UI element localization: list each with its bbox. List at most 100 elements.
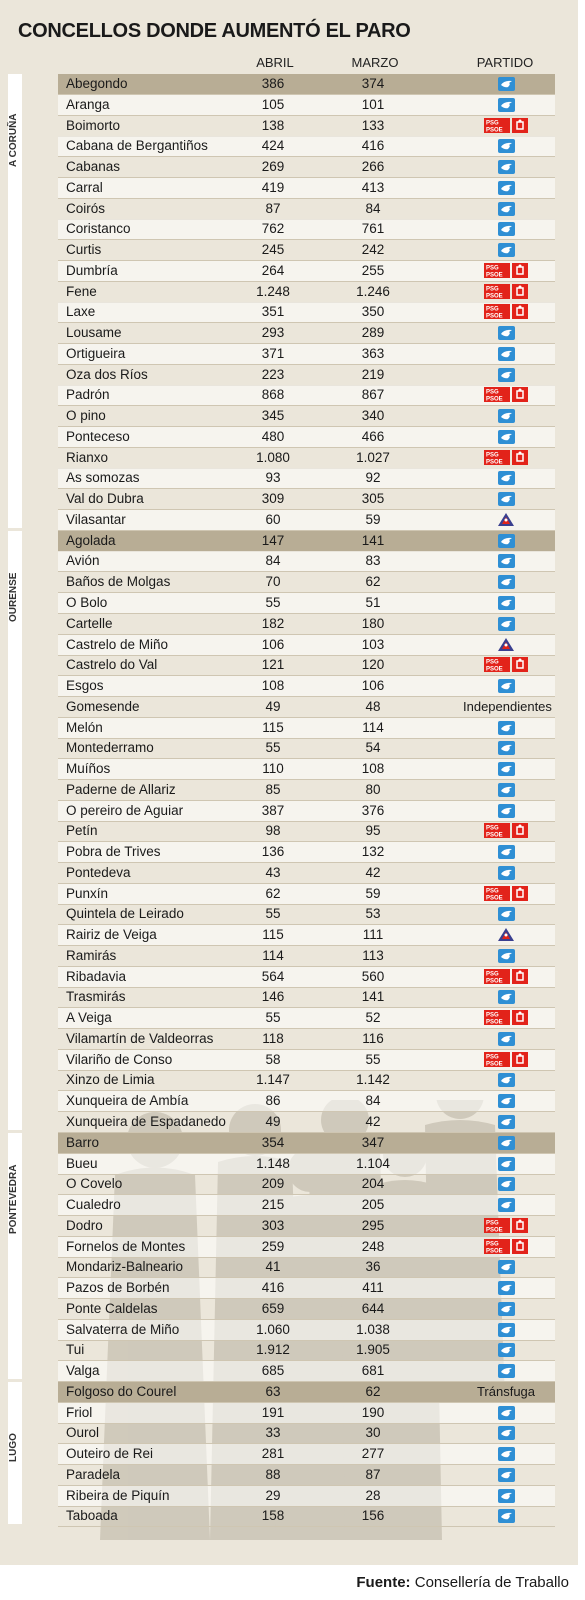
pp-logo-icon — [497, 471, 515, 486]
marzo-value: 761 — [361, 221, 385, 237]
municipality-name: Pobra de Trives — [66, 844, 161, 860]
municipality-name: Carral — [66, 179, 103, 195]
abril-value: 259 — [261, 1238, 285, 1254]
source-note: Fuente: Consellería de Traballo — [356, 1574, 569, 1591]
municipality-name: Mondariz-Balneario — [66, 1259, 184, 1275]
municipality-name: Xunqueira de Espadanedo — [66, 1114, 226, 1129]
abril-value: 84 — [265, 553, 281, 569]
pp-logo-icon — [497, 741, 515, 756]
municipality-name: Pontedeva — [66, 864, 131, 880]
row-divider — [58, 301, 555, 303]
pp-logo-icon — [497, 865, 515, 880]
party-cell — [463, 489, 549, 509]
table-row: Dumbría 264 255 PSG PSOE — [58, 260, 555, 282]
row-divider — [58, 841, 555, 843]
row-divider — [58, 924, 555, 926]
abril-value: 43 — [265, 864, 281, 880]
row-divider — [58, 197, 555, 199]
table-row: Dodro 303 295 PSG PSOE — [58, 1216, 555, 1237]
marzo-value: 1.246 — [356, 283, 390, 299]
abril-value: 58 — [265, 1051, 281, 1067]
municipality-name: O pino — [66, 408, 106, 424]
party-cell — [463, 1340, 549, 1360]
table-row: Pazos de Borbén 416 411 — [58, 1278, 555, 1300]
province-bar — [8, 530, 22, 1130]
column-header-marzo: MARZO — [351, 55, 399, 70]
row-divider — [58, 654, 555, 656]
province-label: LUGO — [8, 1433, 19, 1463]
pp-logo-icon — [497, 845, 515, 860]
party-cell: PSG PSOE — [463, 821, 549, 841]
row-divider — [58, 1028, 555, 1030]
marzo-value: 101 — [361, 96, 385, 112]
row-divider — [58, 1464, 555, 1466]
row-divider — [58, 613, 555, 614]
psdg-psoe-logo-icon: PSG PSOE — [484, 1051, 528, 1067]
table-row: Ramirás 114 113 — [58, 946, 555, 967]
municipality-name: Bueu — [66, 1155, 98, 1171]
municipality-name: Vilasantar — [66, 511, 126, 527]
svg-text:PSG: PSG — [486, 265, 499, 271]
party-cell — [463, 74, 549, 94]
abril-value: 354 — [261, 1134, 285, 1150]
abril-value: 138 — [261, 117, 285, 133]
row-divider — [58, 260, 555, 262]
marzo-value: 52 — [365, 1010, 381, 1026]
municipality-name: As somozas — [66, 470, 140, 486]
row-divider — [58, 1090, 555, 1092]
municipality-name: Punxín — [66, 885, 109, 901]
municipality-name: Ponte Caldelas — [66, 1300, 158, 1316]
row-divider — [58, 343, 555, 345]
marzo-value: 141 — [361, 989, 385, 1005]
party-cell: PSG PSOE — [463, 655, 549, 675]
party-cell: PSG PSOE — [463, 1008, 549, 1028]
svg-text:PSOE: PSOE — [486, 1020, 503, 1026]
party-cell — [463, 614, 549, 634]
row-divider — [58, 716, 555, 718]
municipality-name: Fornelos de Montes — [66, 1238, 186, 1254]
table-row: Castrelo do Val 121 120 PSG PSOE — [58, 655, 555, 677]
party-cell: PSG PSOE — [463, 261, 549, 281]
party-cell — [463, 1486, 549, 1506]
column-header-partido: PARTIDO — [476, 55, 534, 70]
table-row: Curtis 245 242 — [58, 240, 555, 262]
marzo-value: 340 — [361, 408, 385, 424]
party-cell — [463, 925, 549, 945]
abril-value: 245 — [261, 242, 285, 258]
municipality-name: O Bolo — [66, 595, 108, 610]
pp-logo-icon — [497, 139, 515, 154]
abril-value: 269 — [261, 159, 285, 175]
abril-value: 564 — [261, 968, 285, 984]
abril-value: 371 — [261, 345, 285, 361]
municipality-name: Castrelo de Miño — [66, 636, 169, 652]
abril-value: 386 — [261, 76, 285, 91]
abril-value: 419 — [261, 179, 285, 195]
table-row: Ourol 33 30 — [58, 1423, 555, 1445]
party-cell: PSG PSOE — [463, 1237, 549, 1257]
party-cell — [463, 1029, 549, 1049]
abril-value: 33 — [265, 1425, 281, 1441]
row-divider — [58, 1256, 555, 1258]
row-divider — [58, 446, 555, 448]
municipality-name: Fene — [66, 283, 97, 299]
municipality-name: Paderne de Allariz — [66, 781, 176, 797]
row-divider — [58, 675, 555, 677]
table-row: Agolada 147 141 — [58, 530, 555, 552]
municipality-name: Laxe — [66, 304, 96, 320]
party-cell — [463, 1299, 549, 1319]
pp-logo-icon — [497, 492, 515, 507]
table-row: Coristanco 762 761 — [58, 219, 555, 241]
municipality-name: Montederramo — [66, 740, 154, 756]
pp-logo-icon — [497, 1364, 515, 1379]
municipality-name: Rairiz de Veiga — [66, 927, 157, 943]
party-cell — [463, 759, 549, 779]
party-cell — [463, 1423, 549, 1443]
pp-logo-icon — [497, 1405, 515, 1420]
table-row: Tui 1.912 1.905 — [58, 1340, 555, 1362]
svg-text:PSG: PSG — [486, 1220, 499, 1226]
abril-value: 106 — [261, 636, 285, 652]
abril-value: 182 — [261, 615, 285, 631]
municipality-name: Rianxo — [66, 449, 109, 465]
marzo-value: 28 — [365, 1487, 381, 1503]
pp-logo-icon — [497, 1073, 515, 1088]
